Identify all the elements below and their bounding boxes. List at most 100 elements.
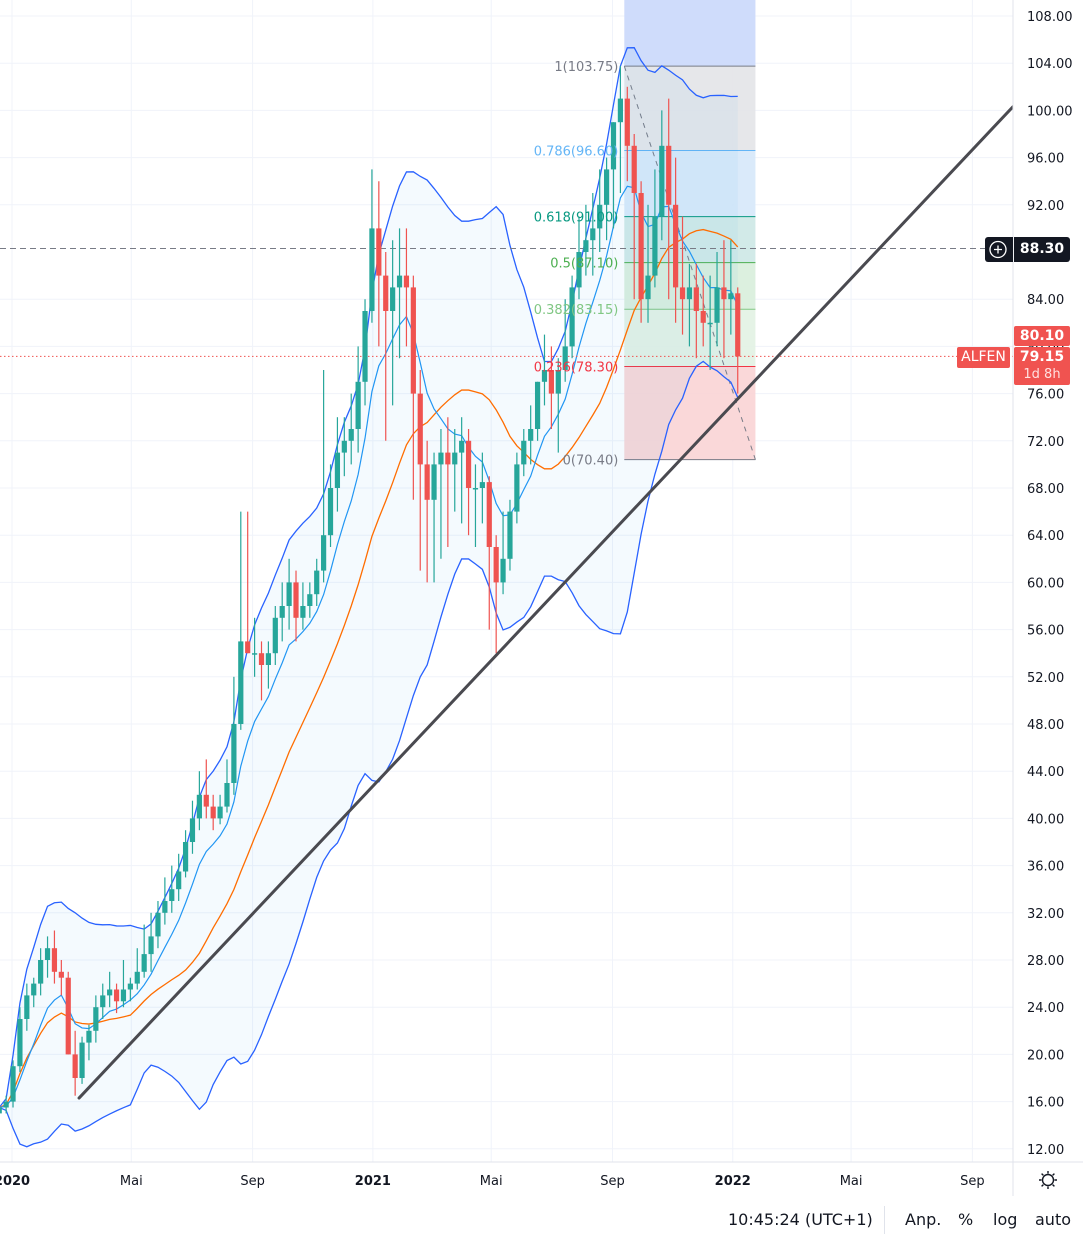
candle-body — [521, 440, 527, 465]
candle — [583, 204, 589, 276]
candle — [265, 641, 272, 689]
fast-ma-line — [0, 185, 739, 1108]
trendline-line[interactable] — [77, 105, 1013, 1100]
settings-icon[interactable] — [1039, 1171, 1057, 1189]
candle-body — [417, 393, 423, 465]
candle-body — [341, 440, 347, 453]
candle-body — [272, 617, 278, 654]
candle-body — [583, 240, 589, 252]
candle — [93, 995, 99, 1043]
candle-body — [362, 311, 368, 382]
candle — [604, 157, 610, 241]
time-tick: Mai — [480, 1174, 503, 1189]
horizontal-lines — [0, 247, 1013, 357]
candle-body — [100, 995, 106, 1008]
trendline[interactable] — [77, 105, 1013, 1100]
candle — [176, 853, 182, 901]
candle — [155, 901, 161, 949]
candle — [127, 977, 133, 1002]
candle-body — [486, 482, 492, 547]
candle-body — [714, 287, 720, 323]
candle — [507, 499, 513, 571]
auto-scale-button[interactable]: auto — [1035, 1210, 1072, 1229]
price-tick: 32.00 — [1027, 907, 1064, 922]
candle — [327, 464, 334, 547]
candle — [679, 216, 686, 335]
candle — [686, 263, 693, 347]
candle — [341, 417, 347, 477]
candle — [445, 417, 451, 547]
candle — [24, 983, 30, 1031]
candle-body — [24, 995, 30, 1019]
time-tick: Sep — [960, 1174, 985, 1189]
bollinger-upper-line — [0, 47, 738, 1108]
candle-body — [638, 193, 644, 300]
price-tick: 52.00 — [1027, 671, 1064, 686]
candle-body — [569, 287, 575, 347]
candle-body — [679, 287, 686, 300]
crosshair-add-button[interactable] — [985, 237, 1013, 262]
candle-body — [666, 145, 672, 205]
candle — [210, 794, 216, 831]
candle-body — [334, 452, 341, 488]
fib-level-label: 0.786(96.60) — [534, 145, 619, 160]
candle-body — [355, 381, 361, 429]
candle-body — [390, 287, 396, 311]
price-axis[interactable]: 108.00104.00100.0096.0092.0084.0080.0076… — [1027, 10, 1073, 1158]
candle-body — [217, 806, 223, 819]
candle — [617, 66, 624, 193]
candle — [576, 216, 582, 300]
candle — [314, 558, 320, 606]
fib-level-label: 0(70.40) — [563, 454, 619, 469]
candle — [31, 977, 37, 1008]
candle — [0, 1107, 2, 1114]
time-tick: 2021 — [355, 1174, 391, 1189]
candle-body — [134, 971, 140, 984]
fib-level-label: 0.618(91.00) — [534, 211, 619, 226]
candle-body — [514, 464, 520, 512]
candle-body — [445, 452, 451, 465]
candle — [410, 275, 416, 500]
fib-labels: 1(103.75) 0.786(96.60) 0.618(91.00) 0.5(87.… — [534, 60, 619, 469]
candle-body — [438, 452, 444, 465]
candle — [86, 1024, 92, 1061]
log-scale-button[interactable]: log — [993, 1210, 1018, 1229]
toolbar-divider — [884, 1206, 885, 1234]
candle-body — [528, 429, 534, 441]
candle — [355, 346, 361, 453]
clock[interactable]: 10:45:24 (UTC+1) — [728, 1210, 873, 1229]
candle-body — [44, 948, 51, 960]
candle-body — [307, 594, 313, 606]
price-tick: 12.00 — [1027, 1143, 1064, 1158]
candle-body — [348, 429, 354, 441]
candle — [652, 169, 658, 288]
price-tick: 24.00 — [1027, 1001, 1064, 1016]
candle — [390, 240, 396, 406]
candle — [182, 830, 189, 878]
time-tick: Mai — [120, 1174, 143, 1189]
crosshair-price-tag: 88.30 — [1014, 237, 1070, 262]
candle — [721, 240, 727, 359]
time-axis[interactable]: 2020 Mai Sep 2021 Mai Sep 2022 Mai Sep — [0, 1174, 985, 1189]
candle — [251, 617, 258, 677]
candle-body — [645, 275, 651, 300]
candle-body — [431, 464, 437, 500]
adjust-button[interactable]: Anp. — [905, 1210, 942, 1229]
percent-scale-button[interactable]: % — [958, 1210, 974, 1229]
time-tick: Sep — [600, 1174, 625, 1189]
candle — [534, 381, 541, 441]
candle-body — [3, 1101, 9, 1108]
candle-body — [176, 871, 182, 890]
candle-body — [127, 983, 133, 990]
candle-body — [721, 287, 727, 300]
candle — [224, 759, 230, 813]
candle-body — [210, 806, 216, 819]
candle-body — [383, 275, 389, 311]
candle-body — [314, 570, 320, 595]
candle — [562, 299, 568, 382]
candle — [486, 476, 492, 630]
candle-body — [686, 287, 693, 300]
candle — [148, 912, 154, 972]
fib-zone — [624, 366, 756, 460]
